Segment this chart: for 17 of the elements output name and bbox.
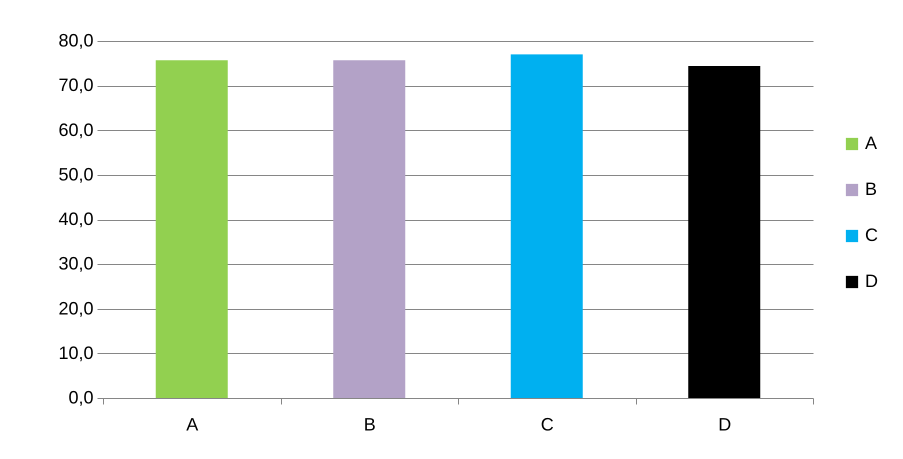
y-tick-label: 80,0 (58, 30, 94, 50)
x-tick-label: B (364, 414, 376, 434)
y-tick-label: 40,0 (58, 209, 94, 229)
legend-label: A (865, 133, 878, 153)
y-tick-label: 30,0 (58, 254, 94, 274)
y-tick-label: 50,0 (58, 164, 94, 184)
x-tick-label: C (540, 414, 554, 434)
y-tick-label: 60,0 (58, 120, 94, 140)
y-tick-label: 10,0 (58, 342, 94, 363)
legend-label: C (865, 225, 878, 245)
legend-label: D (865, 271, 878, 291)
y-tick-label: 0,0 (68, 388, 94, 408)
y-tick-label: 20,0 (58, 298, 94, 318)
x-tick-label: A (186, 414, 198, 434)
x-tick-label: D (718, 414, 732, 434)
legend-label: B (865, 179, 878, 199)
y-tick-label: 70,0 (58, 75, 94, 96)
